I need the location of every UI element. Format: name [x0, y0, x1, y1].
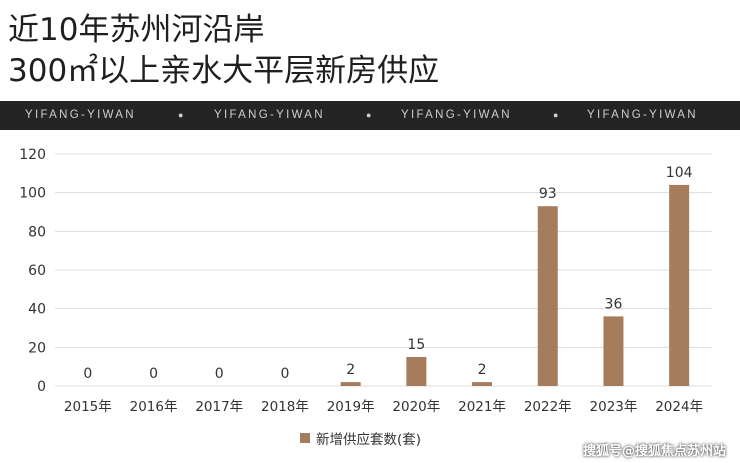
data-label: 0 [83, 366, 92, 382]
data-label: 15 [407, 337, 425, 353]
banner-text: YIFANG-YIWAN [401, 109, 512, 121]
y-tick-label: 100 [19, 186, 46, 202]
y-tick-label: 120 [19, 147, 46, 163]
x-tick-label: 2022年 [524, 399, 572, 415]
y-tick-label: 0 [37, 379, 46, 395]
x-tick-label: 2016年 [130, 399, 178, 415]
y-tick-label: 60 [28, 263, 46, 279]
x-tick-label: 2015年 [64, 399, 112, 415]
banner-text: YIFANG-YIWAN [25, 109, 136, 121]
data-label: 104 [666, 165, 693, 181]
watermark: 搜狐号@搜狐焦点苏州站 [582, 444, 726, 459]
data-label: 93 [539, 186, 557, 202]
banner-text: YIFANG-YIWAN [587, 109, 698, 121]
legend-swatch [300, 433, 310, 443]
y-tick-label: 20 [28, 340, 46, 356]
banner-dot: ● [553, 110, 559, 120]
chart-legend: 新增供应套数(套) [300, 428, 421, 448]
data-label: 2 [478, 362, 487, 378]
bar [669, 184, 690, 386]
x-tick-label: 2020年 [392, 399, 440, 415]
bar-chart: 0 20 40 60 80 100 120 0 2015年 0 2016年 0 2017年 0 2018年 2… [19, 147, 712, 415]
banner-dot: ● [178, 110, 184, 120]
x-tick-label: 2024年 [655, 399, 703, 415]
data-label: 0 [280, 366, 289, 382]
x-tick-label: 2021年 [458, 399, 506, 415]
banner-dot: ● [366, 110, 372, 120]
y-tick-label: 40 [28, 302, 46, 318]
brand-banner: YIFANG-YIWAN ● YIFANG-YIWAN ● YIFANG-YIW… [0, 101, 740, 130]
x-tick-label: 2023年 [590, 399, 638, 415]
chart-title-line-1: 近10年苏州河沿岸 [8, 12, 265, 48]
x-tick-label: 2019年 [327, 399, 375, 415]
x-tick-label: 2017年 [195, 399, 243, 415]
chart-title: 近10年苏州河沿岸 300㎡以上亲水大平层新房供应 [8, 10, 439, 92]
bar [537, 206, 558, 386]
legend-label: 新增供应套数(套) [316, 432, 422, 448]
data-label: 0 [215, 366, 224, 382]
y-tick-label: 80 [28, 224, 46, 240]
bar [603, 316, 624, 386]
banner-text: YIFANG-YIWAN [214, 109, 325, 121]
x-tick-label: 2018年 [261, 399, 309, 415]
data-label: 36 [605, 296, 623, 312]
bar [340, 382, 361, 386]
chart-title-line-2: 300㎡以上亲水大平层新房供应 [8, 53, 440, 89]
data-label: 2 [346, 362, 355, 378]
bar [472, 382, 493, 386]
data-label: 0 [149, 366, 158, 382]
bar [406, 357, 427, 386]
